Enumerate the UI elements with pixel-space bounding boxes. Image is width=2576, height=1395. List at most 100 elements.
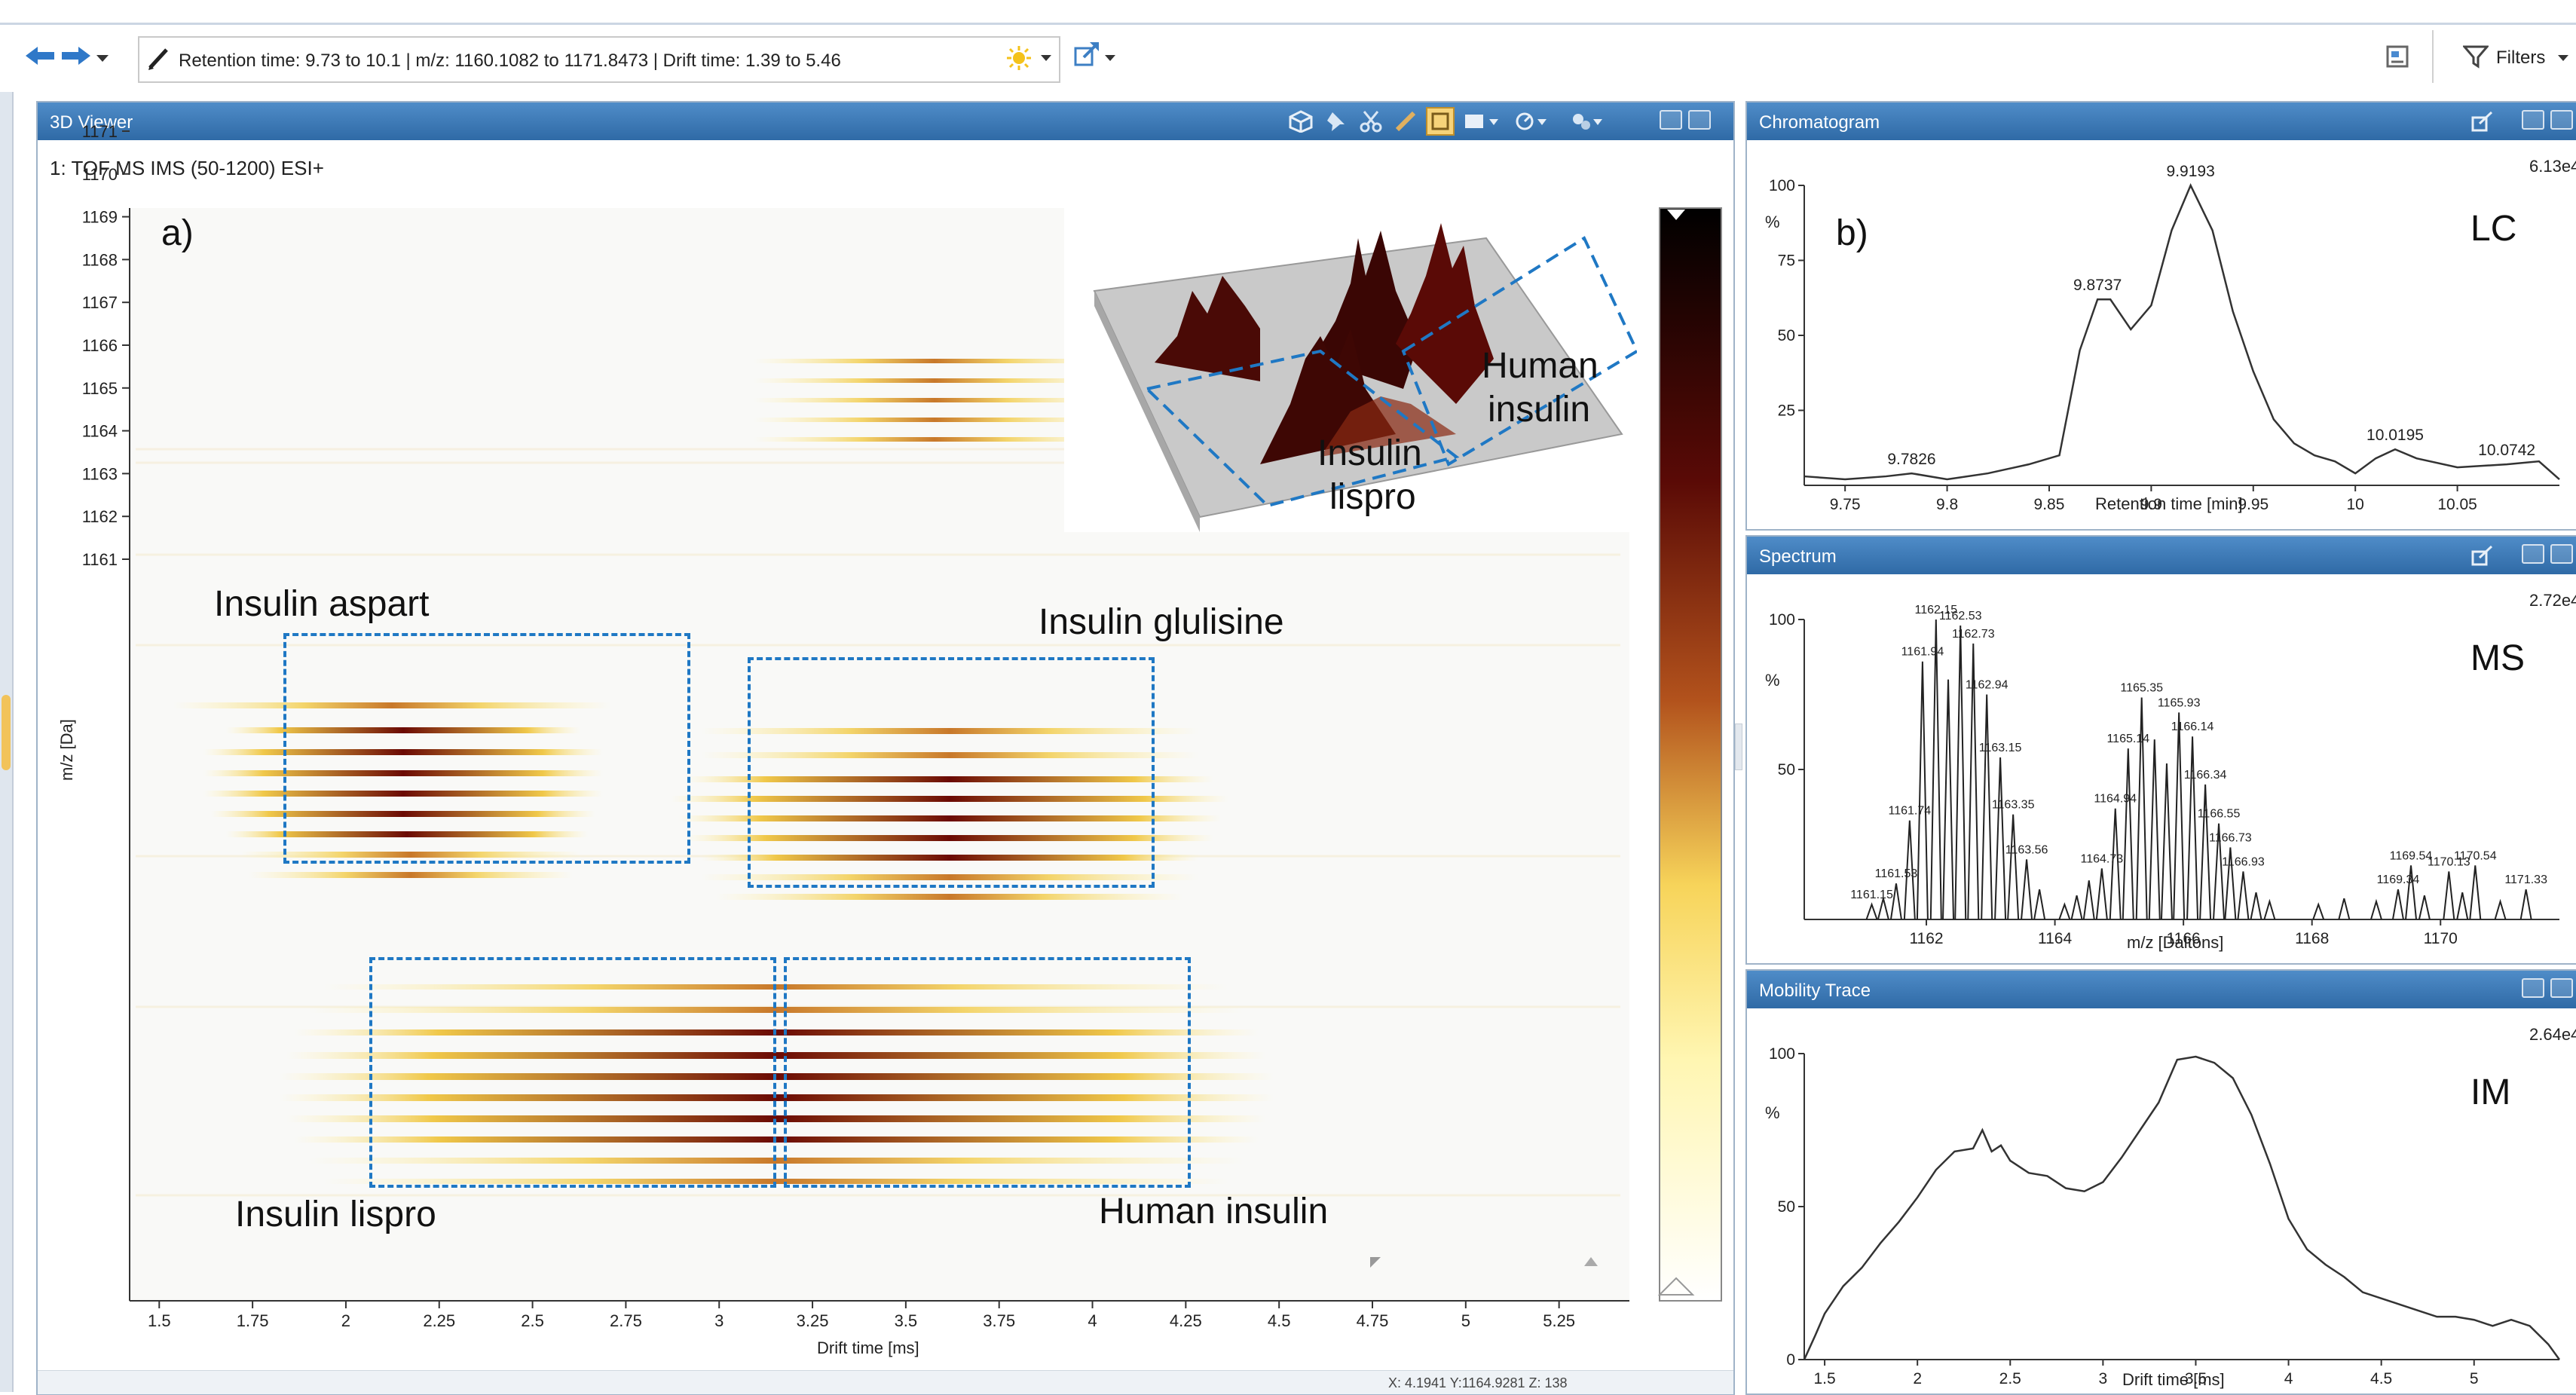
insulin-lispro-and-human-bands <box>279 984 1274 1184</box>
mobility-trace-plot[interactable]: 1.5 2 2.5 3 3.5 4 4.5 5 100 50 0 <box>1747 1008 2576 1393</box>
x-tick-label: 9.95 <box>2238 496 2269 513</box>
export-dropdown-icon[interactable] <box>1105 53 1115 66</box>
select-region-icon[interactable] <box>1426 107 1455 136</box>
inset-lispro-label-line1: Insulin <box>1317 433 1422 473</box>
spectrum-peak <box>2021 859 2033 920</box>
spectrum-peak <box>1981 694 1993 920</box>
report-icon[interactable] <box>2385 44 2410 73</box>
minimize-viewer-button[interactable] <box>1660 110 1682 130</box>
spectrum-peak-label: 1170.54 <box>2454 849 2497 862</box>
x-tick-label: 3 <box>2099 1370 2108 1387</box>
spectrum-peak <box>1929 619 1942 920</box>
left-dock-rail[interactable] <box>0 92 14 1392</box>
spectrum-peak <box>2418 895 2431 920</box>
spectrum-peak <box>2095 868 2108 920</box>
spectrum-peak-label: 1165.35 <box>2120 681 2163 694</box>
spectrum-intensity: 2.72e4 <box>2529 591 2576 610</box>
spectrum-peak-label: 1166.34 <box>2184 769 2227 782</box>
x-tick-label: 4.5 <box>1268 1311 1291 1330</box>
inset-lispro-label-line2: lispro <box>1329 477 1416 517</box>
plot-scroll-up-icon[interactable] <box>1584 1257 1598 1266</box>
colorbar-top-marker[interactable] <box>1667 210 1685 220</box>
spectrum-peak <box>2070 895 2083 920</box>
x-tick-label: 3.75 <box>983 1311 1015 1330</box>
peak-label: 10.0742 <box>2478 442 2535 459</box>
settings-icon[interactable] <box>1571 110 1607 138</box>
chromatogram-trace <box>1804 182 2560 481</box>
mobility-maximize-button[interactable] <box>2550 978 2573 998</box>
scissors-icon[interactable] <box>1360 110 1382 138</box>
filter-dropdown-icon[interactable] <box>1041 53 1051 66</box>
spectrum-peak <box>2186 736 2199 920</box>
spectrum-export-icon[interactable] <box>2470 544 2495 572</box>
x-tick-label: 1170 <box>2424 930 2458 947</box>
spectrum-peak <box>1994 757 2007 920</box>
cube-view-icon[interactable] <box>1289 110 1313 138</box>
chromatogram-export-icon[interactable] <box>2470 110 2495 138</box>
spectrum-peak-label: 1162.53 <box>1939 610 1982 623</box>
colorbar-bottom-marker[interactable] <box>1657 1277 1695 1296</box>
rotate-icon[interactable] <box>1515 110 1551 138</box>
x-tick-label: 9.9 <box>2140 496 2162 513</box>
x-tick-label: 4.75 <box>1357 1311 1389 1330</box>
spectrum-minimize-button[interactable] <box>2522 544 2544 564</box>
x-tick-label: 3 <box>714 1311 724 1330</box>
inset-lispro-box <box>1143 349 1460 508</box>
spectrum-peak-label: 1162.15 <box>1914 604 1957 616</box>
spectrum-maximize-button[interactable] <box>2550 544 2573 564</box>
spectrum-title: Spectrum <box>1759 546 1837 567</box>
measure-icon[interactable] <box>1394 110 1417 138</box>
spectrum-peak <box>2391 889 2404 920</box>
filter-summary-field[interactable]: Retention time: 9.73 to 10.1 | m/z: 1160… <box>138 36 1060 83</box>
human-insulin-box <box>784 957 1191 1188</box>
x-tick-label: 1166 <box>2167 930 2201 947</box>
y-tick-label: 1165 <box>82 379 118 398</box>
print-icon[interactable] <box>1464 110 1500 138</box>
spectrum-peak <box>2122 748 2134 920</box>
forward-arrow-icon[interactable] <box>62 45 92 70</box>
spectrum-peak-label: 1165.14 <box>2106 733 2149 745</box>
lc-tag: LC <box>2470 209 2517 249</box>
intensity-colorbar[interactable] <box>1659 207 1722 1302</box>
y-tick-label: 1164 <box>82 422 118 441</box>
pin-icon[interactable] <box>1325 110 1348 138</box>
filter-funnel-icon[interactable] <box>2461 44 2490 73</box>
x-tick-label: 3.5 <box>895 1311 918 1330</box>
y-axis-ticks: 1171 1170 1169 1168 1167 1166 1165 1164 1163 1162… <box>82 122 130 569</box>
filters-button[interactable]: Filters <box>2496 47 2546 68</box>
inset-human-label-line1: Human <box>1482 346 1599 386</box>
inset-human-label-line2: insulin <box>1488 390 1591 430</box>
spectrum-peak-label: 1161.15 <box>1850 889 1893 901</box>
chromatogram-plot[interactable]: 9.75 9.8 9.85 9.9 9.95 10 10.05 100 75 50 25 9.9193… <box>1747 140 2576 529</box>
highlight-sun-icon[interactable] <box>1006 45 1032 75</box>
chromatogram-intensity: 6.13e4 <box>2529 157 2576 176</box>
back-arrow-icon[interactable] <box>26 45 56 70</box>
chromatogram-maximize-button[interactable] <box>2550 110 2573 130</box>
x-tick-label: 2 <box>341 1311 350 1330</box>
export-icon[interactable] <box>1073 41 1100 72</box>
maximize-viewer-button[interactable] <box>1688 110 1711 130</box>
spectrum-peak-label: 1161.94 <box>1901 646 1944 659</box>
y-tick-label: 100 <box>1769 611 1795 629</box>
y-tick-label: 1163 <box>82 464 118 483</box>
spectrum-peak <box>2312 902 2325 920</box>
mobility-title: Mobility Trace <box>1759 980 1871 1001</box>
mass-spectrum-plot[interactable]: 1162 1164 1166 1168 1170 100 50 1162.151162.53… <box>1747 574 2576 963</box>
spectrum-peak-label: 1163.15 <box>1979 742 2022 754</box>
spectrum-peak <box>2456 892 2469 920</box>
mobility-minimize-button[interactable] <box>2522 978 2544 998</box>
x-tick-label: 4 <box>2284 1370 2293 1387</box>
x-tick-label: 5.25 <box>1543 1311 1575 1330</box>
spectrum-peak <box>2250 892 2262 920</box>
spectrum-peak-label: 1162.73 <box>1952 628 1995 641</box>
plot-resize-corner-icon[interactable] <box>1370 1257 1381 1268</box>
spectrum-peak-label: 1163.56 <box>2005 843 2048 856</box>
spectrum-percent-unit: % <box>1765 671 1780 690</box>
panel-splitter-handle[interactable] <box>1735 724 1742 770</box>
spectrum-x-axis-label: m/z [Daltons] <box>2127 933 2224 952</box>
3d-surface-inset[interactable] <box>1064 208 1637 532</box>
filters-dropdown-icon[interactable] <box>2558 53 2568 66</box>
ms-tag: MS <box>2470 638 2525 678</box>
history-dropdown-icon[interactable] <box>96 53 109 66</box>
chromatogram-minimize-button[interactable] <box>2522 110 2544 130</box>
